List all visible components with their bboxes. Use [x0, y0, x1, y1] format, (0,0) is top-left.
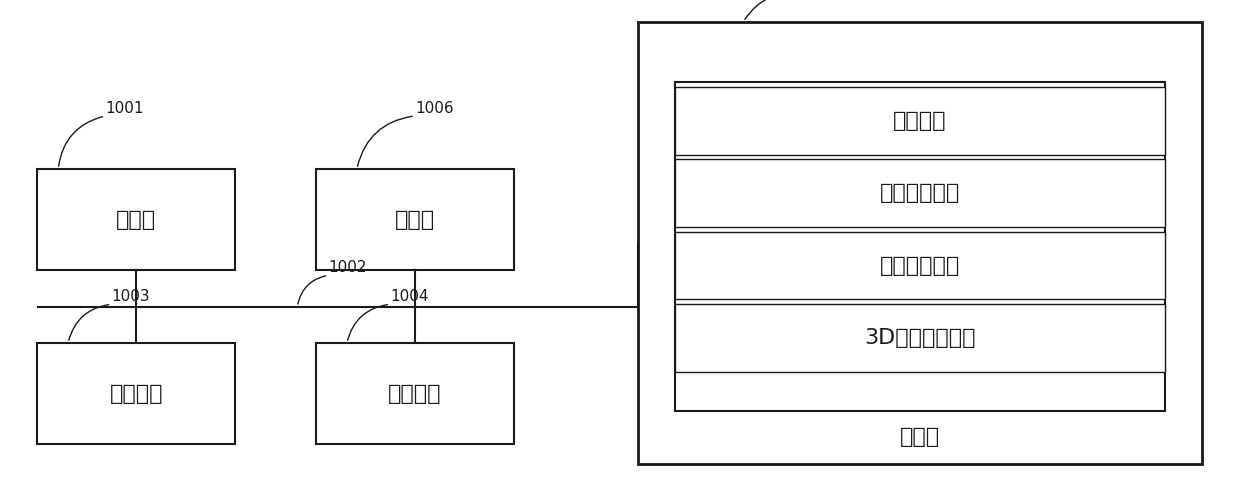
Bar [37, 343, 235, 444]
Text: 1001: 1001 [105, 101, 144, 116]
Text: 网络接口: 网络接口 [388, 384, 442, 404]
Text: 1003: 1003 [112, 289, 150, 304]
Text: 用户接口: 用户接口 [109, 384, 164, 404]
Text: 处理器: 处理器 [116, 210, 156, 230]
Text: 1004: 1004 [390, 289, 429, 304]
Bar [37, 169, 235, 270]
Text: 3D人脸识别程序: 3D人脸识别程序 [865, 328, 975, 348]
Text: 摄像头: 摄像头 [395, 210, 435, 230]
Text: 1006: 1006 [415, 101, 453, 116]
Text: 存储器: 存储器 [900, 427, 940, 447]
Bar [675, 82, 1165, 411]
Bar [675, 232, 1165, 299]
Bar [675, 159, 1165, 227]
Text: 用户接口模块: 用户接口模块 [880, 256, 960, 276]
Text: 操作系统: 操作系统 [893, 111, 947, 131]
Bar [638, 22, 1202, 464]
Bar [675, 87, 1165, 155]
Bar [316, 343, 514, 444]
Bar [316, 169, 514, 270]
Bar [675, 304, 1165, 372]
Text: 1002: 1002 [328, 260, 367, 275]
Text: 网络通信模块: 网络通信模块 [880, 183, 960, 203]
